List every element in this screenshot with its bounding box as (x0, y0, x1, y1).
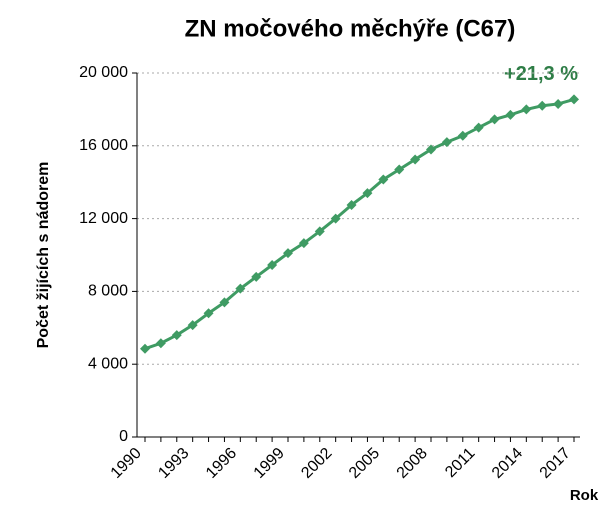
marker (330, 213, 341, 224)
x-tick-label: 1990 (108, 445, 145, 482)
marker (219, 297, 230, 308)
marker (426, 144, 436, 155)
marker (473, 122, 484, 133)
marker (537, 100, 548, 111)
x-tick-label: 2011 (442, 445, 478, 481)
marker (457, 130, 468, 141)
marker (410, 154, 421, 165)
x-tick-label: 1996 (203, 445, 240, 482)
x-tick-label: 2014 (489, 445, 526, 482)
marker (155, 338, 166, 349)
y-tick-label: 0 (119, 428, 128, 445)
marker (505, 109, 516, 120)
annotation: +21,3 % (504, 63, 578, 85)
y-tick-label: 12 000 (79, 210, 128, 227)
marker (140, 343, 150, 354)
x-tick-label: 2008 (394, 445, 431, 482)
marker (441, 137, 452, 148)
line (144, 97, 575, 351)
x-tick-label: 1999 (251, 445, 288, 482)
marker (553, 98, 564, 109)
marker (314, 226, 325, 237)
marker (187, 320, 198, 331)
y-tick-label: 8 000 (88, 283, 128, 300)
y-tick-label: 4 000 (88, 355, 128, 372)
x-tick-label: 2017 (537, 445, 574, 482)
x-tick-label: 2005 (346, 445, 383, 482)
y-tick-label: 16 000 (79, 137, 128, 154)
x-axis-label: Rok (570, 487, 599, 504)
x-tick-label: 1993 (155, 445, 192, 482)
marker (298, 238, 309, 249)
marker (203, 308, 214, 319)
marker (378, 174, 389, 185)
marker (251, 271, 262, 282)
marker (489, 114, 500, 125)
y-axis-label: Počet žijících s nádorem (35, 162, 52, 349)
chart-title: ZN močového měchýře (C67) (185, 15, 516, 42)
marker (362, 188, 373, 199)
marker (171, 330, 182, 341)
marker (521, 104, 532, 115)
x-tick-label: 2002 (298, 445, 335, 482)
y-tick-label: 20 000 (79, 64, 128, 81)
marker (267, 260, 278, 271)
marker (569, 94, 579, 105)
marker (235, 283, 246, 294)
marker (346, 199, 357, 210)
marker (283, 248, 293, 259)
marker (394, 164, 405, 175)
